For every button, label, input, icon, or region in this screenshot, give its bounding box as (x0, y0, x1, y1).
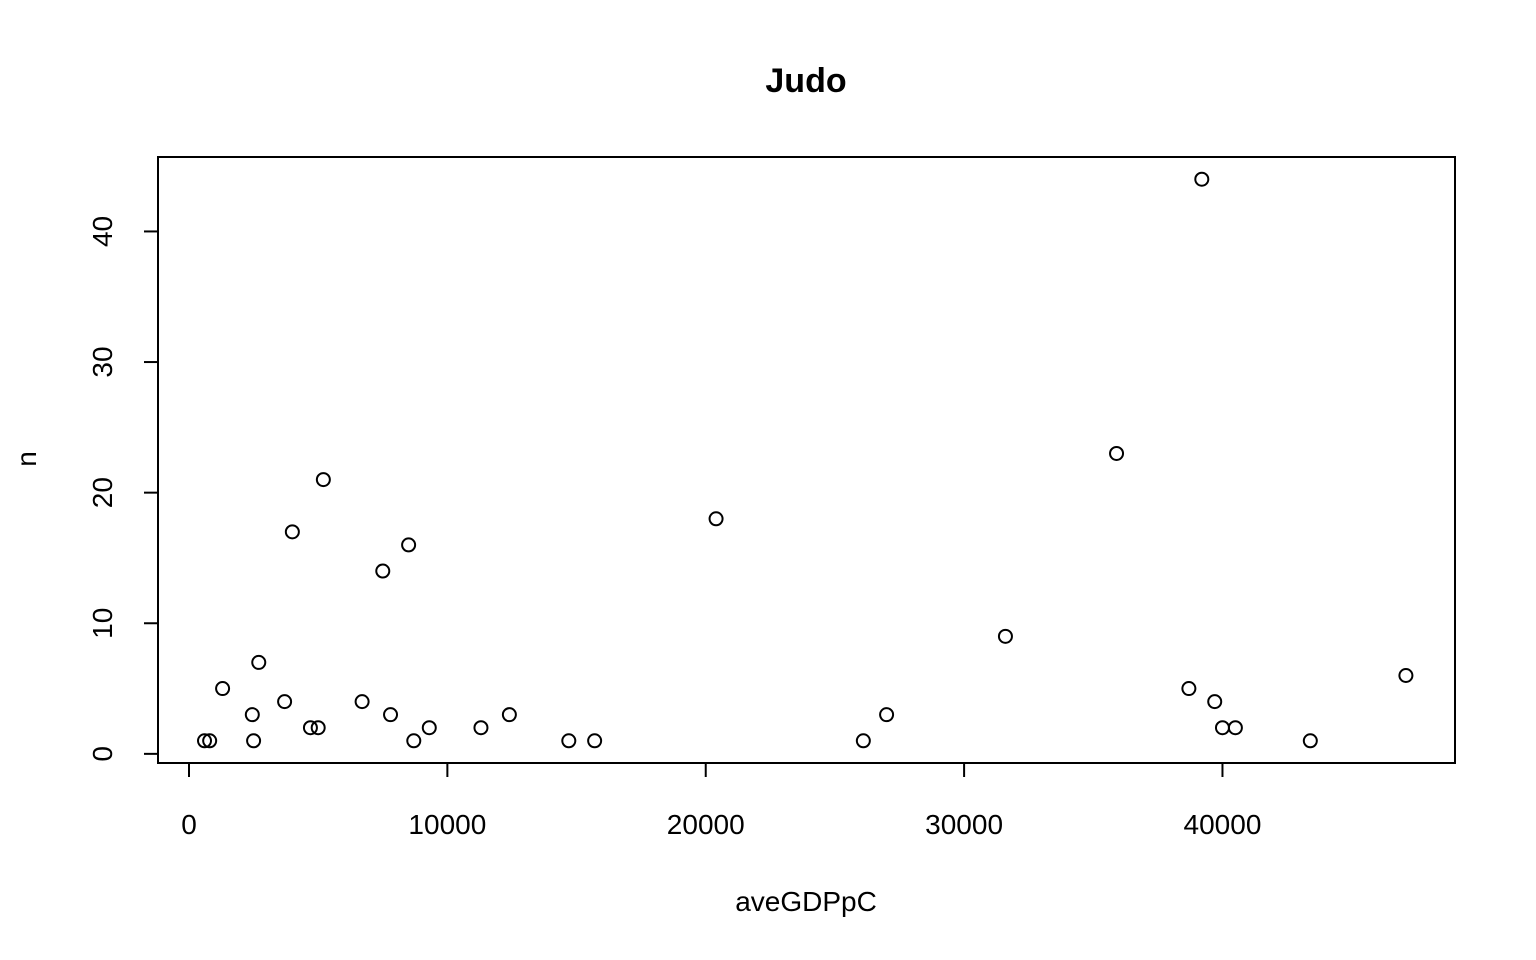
data-point (879, 707, 895, 723)
x-axis: 0 10000 20000 30000 40000 (181, 762, 1262, 840)
data-point (855, 733, 871, 749)
data-point (1227, 720, 1243, 736)
data-points (197, 171, 1414, 749)
data-point (244, 707, 260, 723)
y-axis-label: n (11, 451, 42, 467)
chart-title: Judo (765, 62, 846, 100)
data-point (202, 733, 218, 749)
data-point (215, 681, 231, 697)
y-tick-label: 20 (87, 477, 118, 508)
data-point (383, 707, 399, 723)
data-point (284, 524, 300, 540)
data-point (354, 694, 370, 710)
y-tick-label: 0 (87, 746, 118, 762)
y-axis: 0 10 20 30 40 (87, 216, 159, 762)
data-point (401, 537, 417, 553)
data-point (246, 733, 262, 749)
x-tick-label: 10000 (408, 809, 486, 840)
data-point (421, 720, 437, 736)
data-point (310, 720, 326, 736)
data-point (1398, 667, 1414, 683)
x-tick-label: 40000 (1184, 809, 1262, 840)
data-point (501, 707, 517, 723)
data-point (1214, 720, 1230, 736)
data-point (561, 733, 577, 749)
x-axis-label: aveGDPpC (735, 886, 877, 917)
data-point (406, 733, 422, 749)
data-point (1194, 171, 1210, 187)
x-tick-label: 0 (181, 809, 197, 840)
x-tick-label: 20000 (667, 809, 745, 840)
y-tick-label: 10 (87, 608, 118, 639)
data-point (997, 628, 1013, 644)
y-tick-label: 40 (87, 216, 118, 247)
data-point (1181, 681, 1197, 697)
y-tick-label: 30 (87, 346, 118, 377)
data-point (1207, 694, 1223, 710)
data-point (708, 511, 724, 527)
data-point (302, 720, 318, 736)
data-point (197, 733, 213, 749)
plot-frame (157, 156, 1456, 764)
data-point (473, 720, 489, 736)
data-point (315, 472, 331, 488)
x-tick-label: 30000 (925, 809, 1003, 840)
data-point (251, 654, 267, 670)
data-point (277, 694, 293, 710)
data-point (1109, 445, 1125, 461)
data-point (587, 733, 603, 749)
data-point (375, 563, 391, 579)
data-point (1302, 733, 1318, 749)
